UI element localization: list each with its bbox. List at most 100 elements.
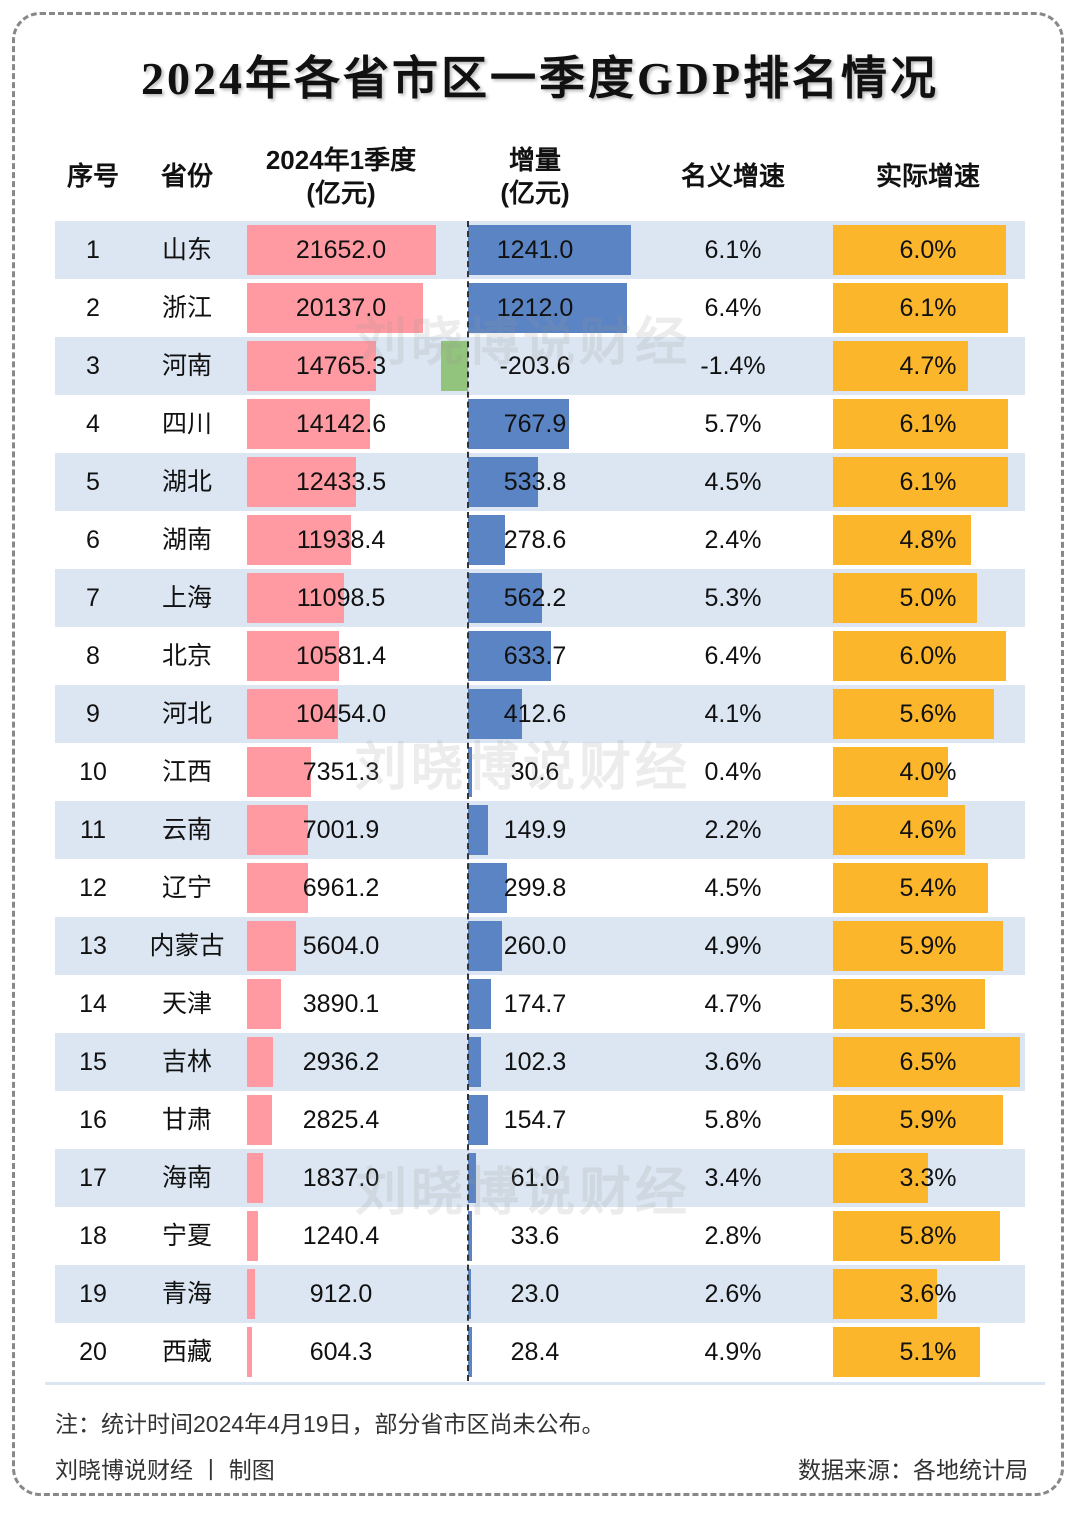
gdp-bar [247, 979, 281, 1029]
cell: 2.6% [704, 1280, 762, 1308]
cell: 2.2% [704, 816, 762, 844]
cell: 6.1% [704, 236, 762, 264]
cell: 102.3 [503, 1048, 567, 1076]
note: 注：统计时间2024年4月19日，部分省市区尚未公布。 [55, 1411, 605, 1437]
cell: 4.0% [899, 758, 957, 786]
real-growth-bar [833, 457, 1009, 507]
cell: 四川 [161, 410, 212, 438]
cell: 5604.0 [302, 932, 380, 960]
cell: 天津 [161, 990, 212, 1018]
real-growth-bar [833, 1095, 1003, 1145]
cell: 4.5% [704, 468, 762, 496]
cell: 4 [86, 410, 100, 438]
cell: 4.9% [704, 1338, 762, 1366]
cell: 5 [86, 468, 100, 496]
credit: 刘晓博说财经 丨 制图 [55, 1457, 275, 1483]
real-growth-bar [833, 399, 1009, 449]
cell: 6961.2 [302, 874, 380, 902]
cell: 16 [79, 1106, 107, 1134]
cell: 西藏 [161, 1338, 212, 1366]
column-header: 序号 [66, 161, 119, 191]
cell: 12 [79, 874, 107, 902]
cell: 9 [86, 700, 100, 728]
cell: 内蒙古 [149, 932, 225, 960]
cell: 12433.5 [295, 468, 387, 496]
cell: 20137.0 [295, 294, 387, 322]
cell: 5.1% [899, 1338, 957, 1366]
cell: 上海 [161, 584, 212, 612]
real-growth-bar [833, 1153, 928, 1203]
cell: 3.6% [704, 1048, 762, 1076]
increment-bar [468, 921, 503, 971]
gdp-bar [247, 689, 339, 739]
real-growth-bar [833, 515, 972, 565]
column-header: 增量 [508, 145, 561, 175]
cell: 21652.0 [295, 236, 387, 264]
cell: 4.1% [704, 700, 762, 728]
increment-bar [468, 1327, 472, 1377]
cell: 13 [79, 932, 107, 960]
cell: 1240.4 [302, 1222, 380, 1250]
cell: 8 [86, 642, 100, 670]
source: 数据来源：各地统计局 [798, 1457, 1028, 1483]
cell: 6.1% [899, 468, 957, 496]
cell: 宁夏 [161, 1222, 212, 1250]
column-header: 省份 [160, 161, 213, 191]
cell: 0.4% [704, 758, 762, 786]
gdp-bar [247, 1153, 264, 1203]
cell: 江西 [161, 758, 212, 786]
cell: 湖北 [161, 468, 212, 496]
gdp-bar [247, 225, 436, 275]
cell: 3.3% [899, 1164, 957, 1192]
cell: 1837.0 [302, 1164, 380, 1192]
cell: 5.6% [899, 700, 957, 728]
cell: 149.9 [503, 816, 567, 844]
increment-bar [468, 283, 628, 333]
cell: 10581.4 [295, 642, 387, 670]
cell: 7001.9 [302, 816, 380, 844]
increment-bar [468, 805, 488, 855]
cell: -203.6 [499, 352, 571, 380]
cell: 6.4% [704, 642, 762, 670]
real-growth-bar [833, 631, 1006, 681]
cell: 18 [79, 1222, 107, 1250]
increment-bar [468, 1211, 473, 1261]
gdp-bar [247, 921, 296, 971]
cell: 4.7% [704, 990, 762, 1018]
cell: 14765.3 [295, 352, 387, 380]
cell: 云南 [161, 816, 212, 844]
gdp-bar [247, 1211, 258, 1261]
cell: 5.9% [899, 932, 957, 960]
cell: 2.8% [704, 1222, 762, 1250]
gdp-bar [247, 747, 312, 797]
cell: 海南 [161, 1164, 212, 1192]
real-growth-bar [833, 1327, 980, 1377]
real-growth-bar [833, 921, 1003, 971]
cell: 1 [86, 236, 100, 264]
real-growth-bar [833, 689, 995, 739]
cell: 604.3 [309, 1338, 373, 1366]
cell: 3890.1 [302, 990, 380, 1018]
gdp-bar [247, 573, 344, 623]
increment-bar [468, 573, 542, 623]
gdp-bar [247, 863, 308, 913]
cell: 15 [79, 1048, 107, 1076]
cell: 4.8% [899, 526, 957, 554]
cell: 6.0% [899, 642, 957, 670]
watermark: 刘晓博说财经 [355, 1164, 692, 1222]
cell: 4.5% [704, 874, 762, 902]
increment-bar [468, 631, 552, 681]
increment-bar [468, 863, 508, 913]
increment-bar [468, 1037, 482, 1087]
cell: 2.4% [704, 526, 762, 554]
cell: 6.0% [899, 236, 957, 264]
column-header: 实际增速 [875, 161, 980, 191]
cell: 2825.4 [302, 1106, 380, 1134]
cell: 20 [79, 1338, 107, 1366]
real-growth-bar [833, 1211, 1000, 1261]
real-growth-bar [833, 1269, 937, 1319]
watermark: 刘晓博说财经 [355, 739, 692, 797]
cell: 6.1% [899, 294, 957, 322]
cell: 青海 [161, 1280, 212, 1308]
real-growth-bar [833, 341, 969, 391]
